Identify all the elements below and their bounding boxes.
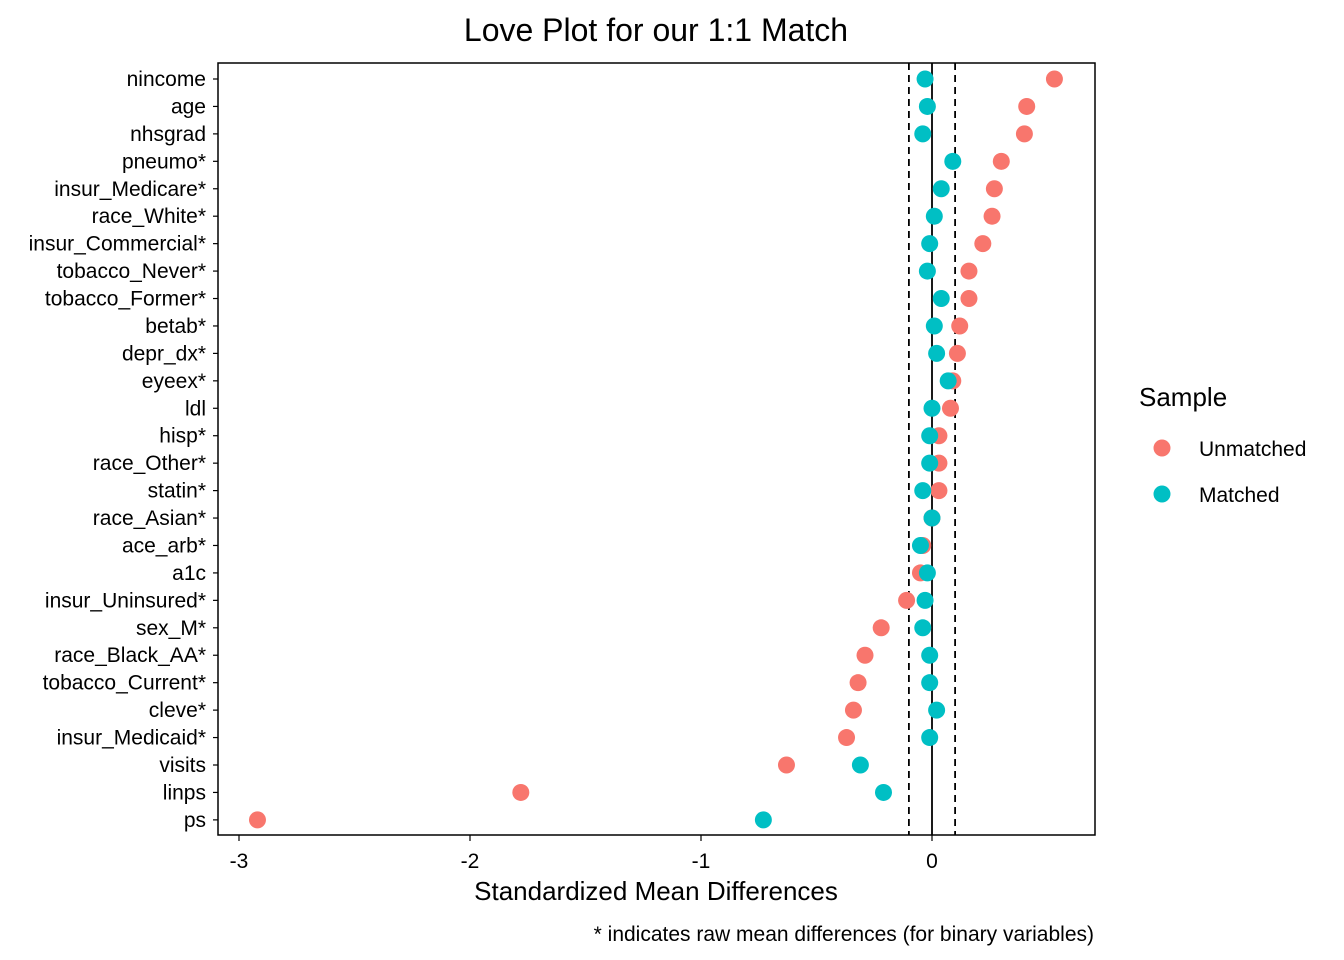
point-unmatched — [974, 235, 992, 253]
point-matched — [921, 454, 939, 472]
point-unmatched — [777, 756, 795, 774]
y-tick-label: tobacco_Former* — [45, 288, 206, 311]
point-unmatched — [872, 619, 890, 637]
plot-panel — [217, 62, 1096, 836]
point-unmatched — [941, 399, 959, 417]
x-tick-label: -1 — [692, 850, 711, 873]
point-unmatched — [983, 207, 1001, 225]
y-tick-label: ps — [184, 809, 206, 832]
y-tick-label: tobacco_Current* — [43, 672, 206, 695]
point-unmatched — [1018, 97, 1036, 115]
x-tick-label: -3 — [230, 850, 249, 873]
y-tick-label: betab* — [145, 315, 206, 338]
x-tick-label: -2 — [461, 850, 480, 873]
y-tick-label: insur_Medicaid* — [57, 727, 206, 750]
point-unmatched — [512, 783, 530, 801]
x-tick-label: 0 — [926, 850, 938, 873]
point-matched — [914, 125, 932, 143]
y-tick-label: race_Black_AA* — [54, 644, 206, 667]
point-matched — [918, 262, 936, 280]
point-unmatched — [960, 290, 978, 308]
point-matched — [928, 344, 946, 362]
point-unmatched — [838, 729, 856, 747]
x-axis-ticks: -3 -2 -1 0 — [230, 835, 938, 873]
point-matched — [944, 152, 962, 170]
y-tick-label: nhsgrad — [130, 123, 206, 146]
point-matched — [851, 756, 869, 774]
legend: Sample Unmatched Matched — [1139, 382, 1306, 507]
y-tick-label: insur_Medicare* — [54, 178, 206, 201]
y-axis-labels: nincome age nhsgrad pneumo* insur_Medicare*r… — [29, 68, 218, 832]
y-tick-label: ace_arb* — [122, 534, 206, 557]
point-matched — [932, 180, 950, 198]
point-unmatched — [1045, 70, 1063, 88]
y-tick-label: age — [171, 95, 206, 118]
y-tick-label: depr_dx* — [122, 342, 206, 365]
y-tick-label: race_White* — [92, 205, 206, 228]
data-points — [248, 70, 1063, 829]
legend-items: Unmatched Matched — [1153, 438, 1306, 507]
y-tick-label: nincome — [127, 68, 206, 91]
legend-key-matched — [1153, 485, 1171, 503]
point-matched — [921, 729, 939, 747]
caption: * indicates raw mean differences (for bi… — [594, 923, 1094, 946]
point-matched — [916, 591, 934, 609]
y-tick-label: insur_Commercial* — [29, 233, 206, 256]
point-unmatched — [898, 591, 916, 609]
point-matched — [939, 372, 957, 390]
x-axis-title: Standardized Mean Differences — [474, 876, 838, 906]
point-matched — [916, 70, 934, 88]
y-tick-label: statin* — [148, 480, 206, 503]
point-matched — [928, 701, 946, 719]
y-tick-label: pneumo* — [122, 150, 206, 173]
point-matched — [925, 317, 943, 335]
point-unmatched — [849, 674, 867, 692]
point-matched — [923, 399, 941, 417]
point-matched — [921, 646, 939, 664]
point-unmatched — [1015, 125, 1033, 143]
point-matched — [925, 207, 943, 225]
point-unmatched — [248, 811, 266, 829]
point-matched — [874, 783, 892, 801]
point-matched — [918, 97, 936, 115]
point-matched — [923, 509, 941, 527]
y-tick-label: linps — [163, 781, 206, 804]
point-unmatched — [930, 482, 948, 500]
legend-label-matched: Matched — [1199, 484, 1280, 507]
reference-lines — [908, 63, 956, 835]
chart-title: Love Plot for our 1:1 Match — [464, 12, 848, 48]
point-matched — [911, 536, 929, 554]
y-tick-label: sex_M* — [136, 617, 206, 640]
y-tick-label: cleve* — [149, 699, 206, 722]
y-tick-label: a1c — [172, 562, 206, 585]
y-tick-label: tobacco_Never* — [57, 260, 206, 283]
point-matched — [921, 235, 939, 253]
point-matched — [914, 619, 932, 637]
legend-title: Sample — [1139, 382, 1227, 412]
y-tick-label: race_Asian* — [93, 507, 206, 530]
point-matched — [921, 674, 939, 692]
legend-key-unmatched — [1153, 439, 1171, 457]
y-tick-label: eyeex* — [142, 370, 206, 393]
point-matched — [754, 811, 772, 829]
point-matched — [921, 427, 939, 445]
y-tick-label: insur_Uninsured* — [45, 589, 206, 612]
point-unmatched — [844, 701, 862, 719]
point-unmatched — [985, 180, 1003, 198]
y-tick-label: visits — [159, 754, 206, 777]
point-matched — [932, 290, 950, 308]
y-tick-label: ldl — [185, 397, 206, 420]
point-unmatched — [856, 646, 874, 664]
point-matched — [918, 564, 936, 582]
y-tick-label: hisp* — [159, 425, 206, 448]
point-unmatched — [951, 317, 969, 335]
point-unmatched — [948, 344, 966, 362]
point-unmatched — [960, 262, 978, 280]
y-tick-label: race_Other* — [93, 452, 206, 475]
point-unmatched — [992, 152, 1010, 170]
point-matched — [914, 482, 932, 500]
legend-label-unmatched: Unmatched — [1199, 438, 1306, 461]
